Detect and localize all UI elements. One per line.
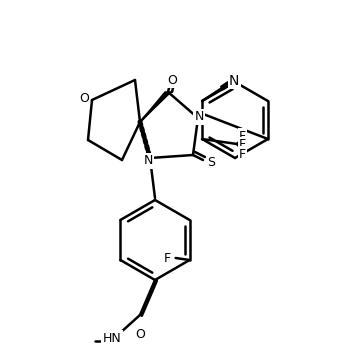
Text: HN: HN: [103, 332, 121, 345]
Text: O: O: [167, 73, 177, 87]
Text: F: F: [164, 252, 171, 264]
Text: O: O: [79, 92, 89, 104]
Text: F: F: [239, 148, 246, 160]
Text: F: F: [239, 139, 246, 151]
Text: F: F: [239, 129, 246, 142]
Text: N: N: [194, 111, 204, 124]
Text: N: N: [229, 74, 239, 88]
Polygon shape: [140, 92, 171, 122]
Text: O: O: [135, 329, 145, 341]
Text: N: N: [143, 155, 153, 167]
Text: S: S: [207, 157, 215, 169]
